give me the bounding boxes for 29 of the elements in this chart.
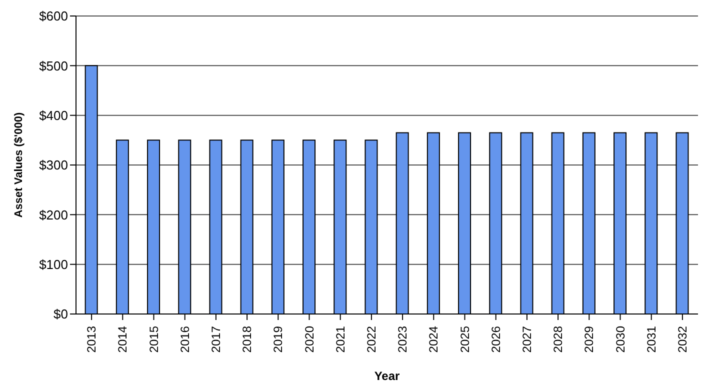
x-tick-label: 2016: [178, 326, 192, 353]
y-tick-label: $500: [39, 58, 68, 74]
x-tick-label: 2013: [84, 326, 99, 353]
y-tick-label: $200: [39, 207, 68, 222]
x-tick-label: 2017: [208, 326, 223, 353]
x-tick-label: 2027: [520, 326, 534, 353]
x-tick-label: 2019: [271, 326, 286, 353]
y-tick-label: $100: [39, 256, 68, 272]
x-tick-label: 2026: [488, 326, 503, 353]
y-tick-label: $600: [39, 8, 68, 24]
x-tick-label: 2031: [644, 326, 658, 353]
x-tick-label: 2020: [302, 326, 316, 353]
y-tick-label: $0: [54, 306, 68, 322]
x-tick-label: 2014: [116, 326, 130, 353]
x-tick-label: 2029: [582, 326, 596, 353]
x-tick-label: 2018: [240, 326, 254, 353]
x-axis-title: Year: [374, 369, 400, 383]
x-tick-label: 2032: [675, 326, 690, 353]
x-tick-label: 2023: [396, 326, 410, 353]
y-axis-title: Asset Values ($'000): [12, 112, 25, 218]
x-tick-label: 2025: [458, 326, 472, 353]
x-tick-label: 2021: [333, 326, 348, 353]
x-tick-label: 2030: [613, 326, 628, 353]
x-tick-label: 2022: [364, 326, 378, 353]
y-tick-label: $400: [39, 108, 68, 123]
x-tick-label: 2028: [551, 326, 566, 353]
y-tick-label: $300: [39, 158, 68, 173]
x-tick-label: 2015: [146, 326, 161, 353]
x-tick-label: 2024: [426, 326, 441, 353]
